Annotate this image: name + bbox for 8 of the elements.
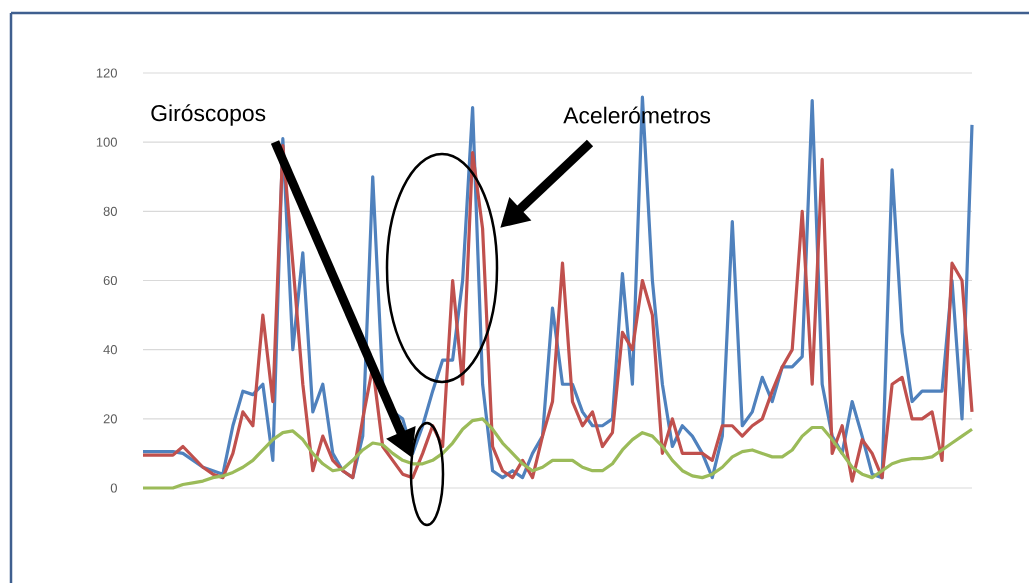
y-tick-label: 0 [110,483,117,493]
y-tick-label: 40 [103,345,117,355]
y-tick-label: 60 [103,275,117,286]
y-tick-label: 120 [96,68,117,78]
y-tick-label: 100 [96,137,117,147]
y-tick-label: 80 [103,206,117,216]
y-tick-label: 20 [103,414,117,424]
annotation: Giróscopos [151,104,266,126]
